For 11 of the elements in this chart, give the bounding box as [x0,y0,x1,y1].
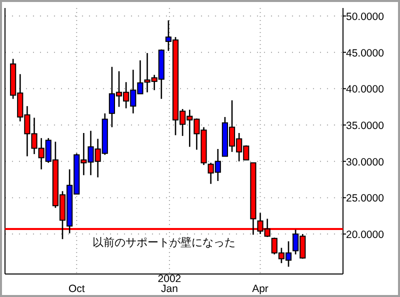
x-tick-label: Oct [68,283,85,295]
x-tick-label: 2002 Jan [158,273,182,295]
y-tick-label: 35.0000 [346,120,384,132]
y-tick-label: 40.0000 [346,84,384,96]
y-tick-label: 45.0000 [346,47,384,60]
y-tick-label: 50.0000 [346,10,384,23]
x-tick-label: Apr [252,283,269,295]
y-tick-label: 25.0000 [346,192,384,205]
y-tick-label: 30.0000 [346,156,384,168]
ref-line-label: 以前のサポートが壁になった [92,236,236,249]
y-tick-label: 20.0000 [346,229,384,242]
